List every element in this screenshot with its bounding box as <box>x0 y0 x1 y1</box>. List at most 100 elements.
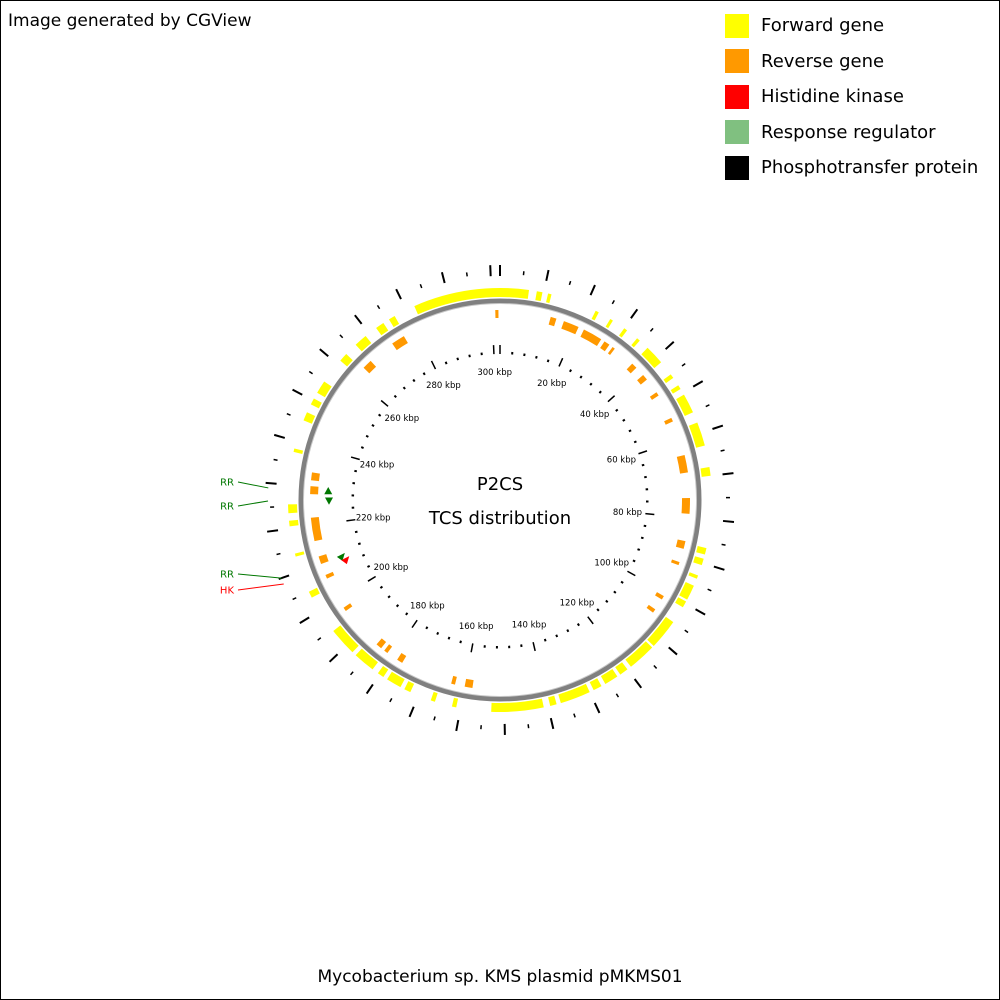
forward-gene <box>310 398 322 409</box>
forward-gene <box>600 669 618 684</box>
inner-major-tick <box>350 456 360 461</box>
inner-tick-marks <box>346 345 655 653</box>
inner-minor-tick <box>402 386 406 390</box>
tick-label: 140 kbp <box>512 621 547 631</box>
outer-minor-tick <box>292 597 297 601</box>
forward-gene <box>303 412 316 424</box>
inner-minor-tick <box>613 590 617 594</box>
forward-gene <box>548 695 557 706</box>
legend-label-histidine-kinase: Histidine kinase <box>761 86 904 108</box>
forward-gene <box>625 641 653 667</box>
outer-minor-tick <box>465 272 468 277</box>
inner-minor-tick <box>632 559 636 563</box>
inner-minor-tick <box>436 631 440 635</box>
outer-minor-tick <box>573 713 576 718</box>
map-title-line-2: TCS distribution <box>428 508 571 529</box>
inner-major-tick <box>607 395 616 403</box>
inner-major-tick <box>587 616 594 625</box>
outer-minor-tick <box>276 552 281 556</box>
inner-minor-tick <box>425 626 429 630</box>
inner-minor-tick <box>365 434 369 438</box>
outer-minor-tick <box>273 458 278 461</box>
reverse-gene <box>495 310 499 319</box>
forward-gene <box>355 648 378 670</box>
forward-gene <box>696 546 707 555</box>
reverse-gene <box>670 559 680 566</box>
outer-major-tick <box>408 706 415 718</box>
reverse-gene <box>451 675 457 685</box>
inner-minor-tick <box>566 629 570 633</box>
tick-label: 100 kbp <box>594 558 629 568</box>
inner-major-tick <box>411 619 418 629</box>
outer-major-tick <box>549 717 555 730</box>
reverse-gene <box>646 604 656 613</box>
inner-major-tick <box>627 570 636 577</box>
inner-major-tick <box>638 450 648 455</box>
reverse-gene <box>325 571 335 579</box>
outer-major-tick <box>664 341 675 350</box>
inner-minor-tick <box>637 548 641 551</box>
legend-item-histidine-kinase: Histidine kinase <box>725 79 978 115</box>
reverse-gene <box>637 375 647 385</box>
inner-minor-tick <box>456 357 460 361</box>
legend-item-reverse: Reverse gene <box>725 44 978 80</box>
inner-minor-tick <box>371 423 375 427</box>
forward-gene <box>294 551 305 557</box>
reverse-gene <box>311 472 320 482</box>
outer-minor-tick <box>339 334 344 339</box>
forward-gene <box>535 291 543 302</box>
legend-label-response-regulator: Response regulator <box>761 121 936 143</box>
forward-gene <box>308 587 320 598</box>
forward-gene <box>688 572 699 579</box>
tick-label: 40 kbp <box>580 410 609 420</box>
legend-item-response-regulator: Response regulator <box>725 115 978 151</box>
reverse-gene <box>310 486 319 495</box>
forward-gene <box>693 556 704 566</box>
outer-major-tick <box>299 616 310 624</box>
inner-minor-tick <box>447 636 451 640</box>
tcs-marker <box>341 556 350 565</box>
reverse-gene <box>343 603 353 612</box>
inner-minor-tick <box>622 418 626 422</box>
reverse-gene <box>392 336 408 351</box>
outer-major-tick <box>273 433 286 439</box>
inner-minor-tick <box>361 553 366 557</box>
outer-major-tick <box>668 646 678 656</box>
backbone-circle <box>298 298 702 702</box>
outer-minor-tick <box>433 716 436 721</box>
tick-label: 120 kbp <box>560 598 595 608</box>
tick-label: 220 kbp <box>356 513 391 523</box>
forward-gene <box>288 504 298 514</box>
tcs-callout-line <box>237 573 282 579</box>
backbone-inner-edge <box>303 303 697 697</box>
inner-minor-tick <box>543 638 547 642</box>
outer-major-tick <box>722 519 735 523</box>
outer-minor-tick <box>705 404 710 408</box>
outer-major-tick <box>354 314 363 325</box>
forward-gene <box>700 467 711 477</box>
outer-major-tick <box>455 719 460 732</box>
outer-major-tick <box>593 702 601 714</box>
outer-major-tick <box>722 472 734 476</box>
footer-caption: Mycobacterium sp. KMS plasmid pMKMS01 <box>317 967 683 987</box>
inner-minor-tick <box>367 564 371 568</box>
forward-gene <box>688 422 705 448</box>
forward-gene <box>618 328 628 338</box>
legend-label-reverse: Reverse gene <box>761 50 885 72</box>
inner-minor-tick <box>378 413 382 417</box>
tcs-callout-line <box>237 481 269 489</box>
outer-minor-tick <box>684 629 689 634</box>
reverse-gene-track <box>310 310 690 688</box>
outer-major-tick <box>630 308 639 319</box>
tcs-marker <box>324 487 333 495</box>
outer-minor-tick <box>611 300 615 305</box>
outer-major-tick <box>589 284 596 296</box>
tick-label: 160 kbp <box>459 622 494 632</box>
legend-swatch-reverse <box>725 49 749 74</box>
outer-major-tick <box>545 269 550 282</box>
reverse-gene <box>561 321 579 335</box>
tcs-callout-line <box>237 583 284 591</box>
forward-gene <box>558 683 590 704</box>
forward-gene <box>591 310 599 321</box>
forward-gene <box>589 678 602 691</box>
